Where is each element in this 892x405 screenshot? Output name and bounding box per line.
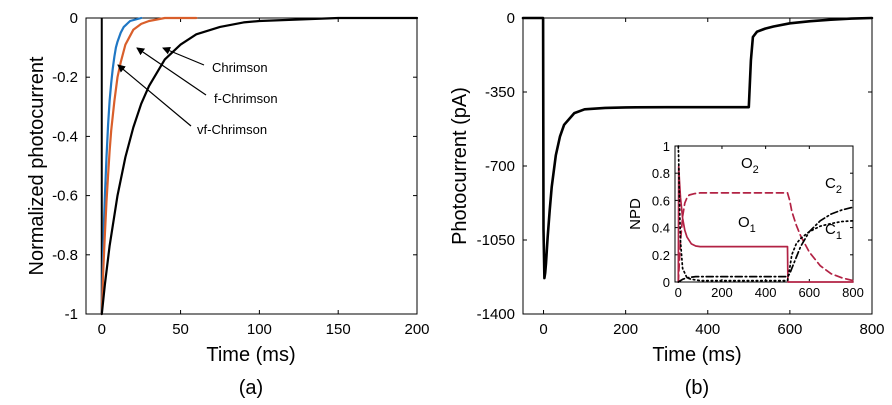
panel-a-xtick-label: 100	[247, 321, 272, 338]
inset-ytick-label: 0.2	[652, 248, 670, 263]
panel-b-xtick-label: 400	[695, 321, 720, 338]
panel-a-ytick-label: -0.6	[52, 188, 78, 205]
inset-y-axis-label: NPD	[627, 198, 644, 230]
panel-a-xtick-label: 50	[172, 321, 189, 338]
annotation-f-chrimson-label: f-Chrimson	[214, 91, 278, 106]
inset-ytick-label: 0	[663, 275, 670, 290]
inset-ytick-label: 1	[663, 139, 670, 154]
panel-b-xtick-label: 600	[777, 321, 802, 338]
panel-a-y-axis-label: Normalized photocurrent	[26, 56, 48, 275]
annotation-vf-chrimson-label: vf-Chrimson	[197, 122, 267, 137]
panel-a-xtick-label: 200	[404, 321, 429, 338]
panel-b-x-axis-label: Time (ms)	[652, 344, 741, 366]
panel-a-x-axis-label: Time (ms)	[206, 344, 295, 366]
panel-b-ytick-label: -1050	[477, 232, 515, 249]
inset-axes-frame	[675, 146, 853, 282]
inset-xtick-label: 600	[798, 285, 820, 300]
panel-b-ytick-label: -700	[485, 158, 515, 175]
inset-ytick-label: 0.4	[652, 221, 670, 236]
panel-b-ytick-label: -1400	[477, 306, 515, 323]
panel-a-label: (a)	[239, 377, 263, 399]
panel-a-ytick-label: -0.2	[52, 69, 78, 86]
panel-b: 0 200 400 600 800 0 -350 -700 -1050 -1400 Time (m…	[449, 10, 885, 399]
panel-a-ytick-label: -0.4	[52, 128, 78, 145]
panel-a-xtick-label: 150	[326, 321, 351, 338]
inset-xtick-label: 200	[711, 285, 733, 300]
inset-xtick-label: 0	[675, 285, 682, 300]
inset-xtick-label: 800	[842, 285, 864, 300]
panel-b-ytick-label: 0	[507, 10, 515, 27]
panel-a-ytick-label: 0	[70, 10, 78, 27]
inset-ytick-label: 0.6	[652, 193, 670, 208]
inset-ytick-label: 0.8	[652, 166, 670, 181]
panel-b-xtick-label: 0	[539, 321, 547, 338]
inset-xtick-label: 400	[755, 285, 777, 300]
panel-a-ytick-label: -1	[65, 306, 78, 323]
panel-b-ytick-label: -350	[485, 84, 515, 101]
panel-a: 0 50 100 150 200 0 -0.2 -0.4 -0.6 -0.8 -1 Time (ms…	[26, 10, 430, 399]
panel-a-xtick-label: 0	[98, 321, 106, 338]
panel-b-y-axis-label: Photocurrent (pA)	[449, 87, 471, 245]
annotation-chrimson-label: Chrimson	[212, 60, 268, 75]
panel-a-ytick-label: -0.8	[52, 247, 78, 264]
panel-b-xtick-label: 800	[859, 321, 884, 338]
panel-b-label: (b)	[685, 377, 709, 399]
panel-b-xtick-label: 200	[613, 321, 638, 338]
